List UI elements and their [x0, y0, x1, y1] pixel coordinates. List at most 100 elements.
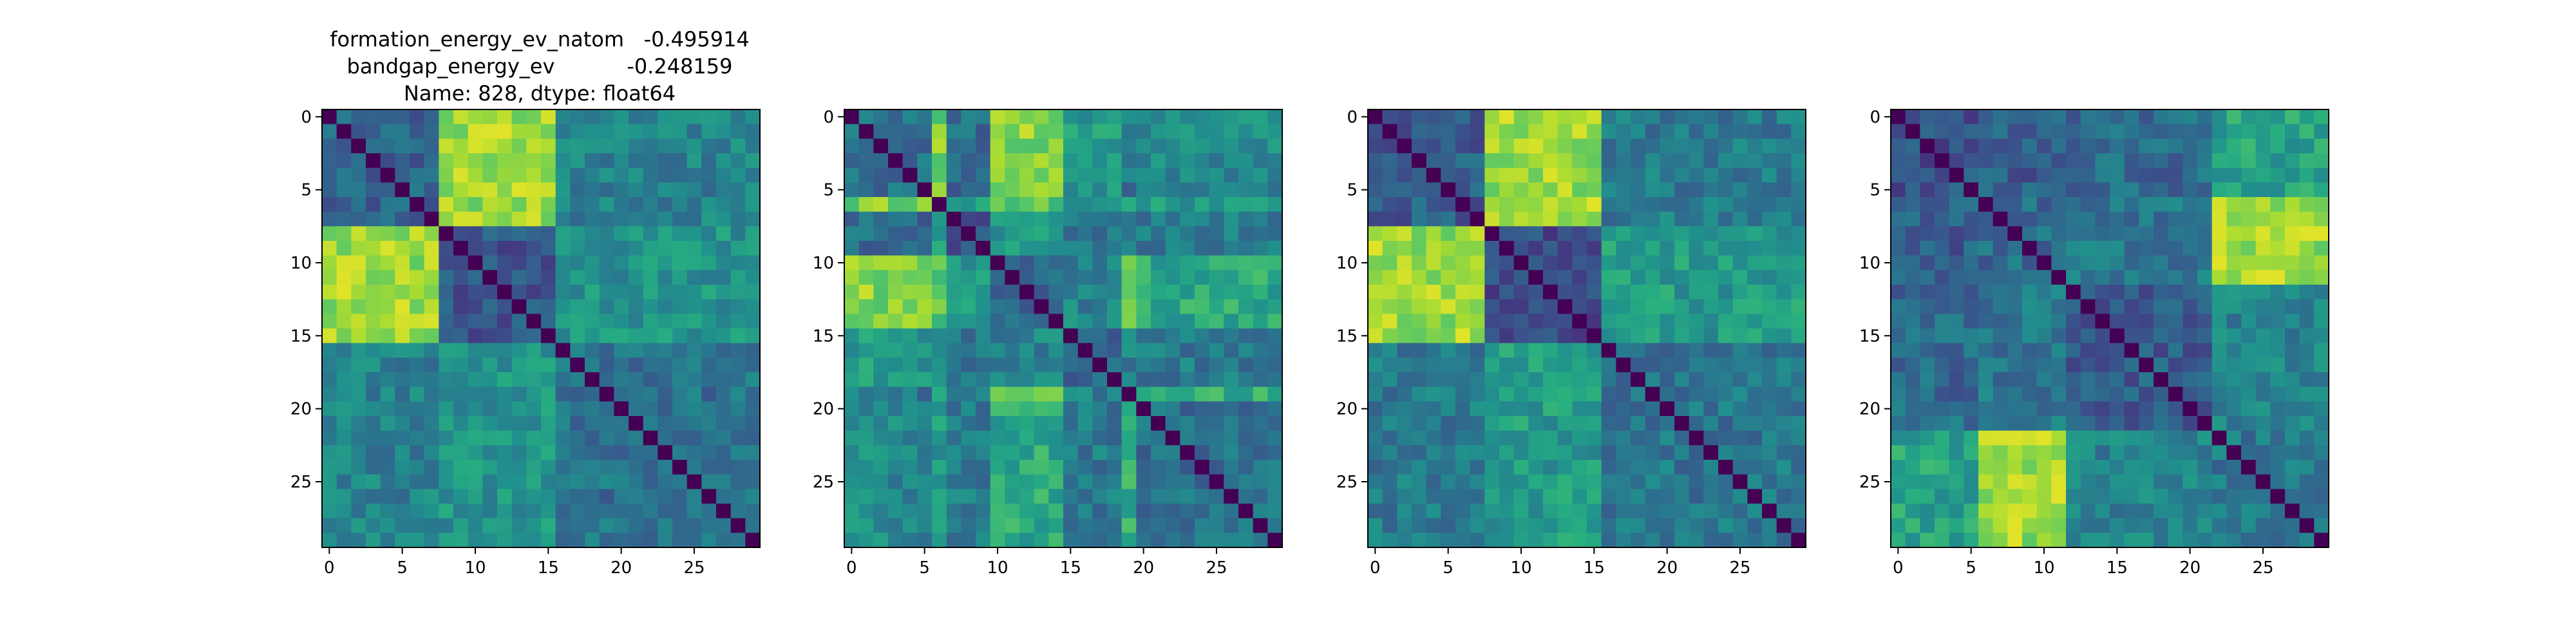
- heatmap-cell: [990, 445, 1005, 460]
- heatmap-cell: [2241, 460, 2257, 475]
- heatmap-cell: [2154, 226, 2169, 242]
- heatmap-cell: [2226, 197, 2242, 213]
- heatmap-cell: [932, 474, 947, 489]
- heatmap-cell: [1993, 211, 2008, 227]
- heatmap-cell: [1470, 343, 1485, 358]
- heatmap-cell: [1470, 255, 1485, 270]
- heatmap-cell: [1949, 328, 1964, 344]
- heatmap-cell: [932, 314, 947, 329]
- heatmap-cell: [1557, 138, 1573, 154]
- heatmap-cell: [2197, 416, 2213, 431]
- heatmap-cell: [2154, 241, 2169, 256]
- heatmap-cell: [453, 518, 469, 533]
- heatmap-cell: [2066, 109, 2081, 125]
- heatmap-cell: [2080, 138, 2096, 154]
- heatmap-cell: [1978, 489, 1994, 504]
- heatmap-cell: [1674, 357, 1690, 373]
- heatmap-cell: [1978, 504, 1994, 519]
- heatmap-cell: [961, 489, 976, 504]
- heatmap-cell: [2007, 372, 2023, 388]
- heatmap-cell: [511, 255, 527, 270]
- heatmap-cell: [439, 299, 454, 314]
- heatmap-cell: [1136, 182, 1151, 198]
- heatmap-cell: [1368, 167, 1383, 183]
- heatmap-cell: [1136, 518, 1151, 533]
- heatmap-cell: [1441, 533, 1456, 548]
- heatmap-cell: [336, 489, 352, 504]
- heatmap-cell: [2110, 504, 2125, 519]
- heatmap-cell: [2285, 445, 2300, 460]
- heatmap-cell: [1107, 299, 1122, 314]
- heatmap-cell: [1949, 299, 1964, 314]
- heatmap-cell: [439, 182, 454, 198]
- heatmap-cell: [1253, 474, 1268, 489]
- heatmap-cell: [902, 211, 918, 227]
- heatmap-cell: [716, 270, 732, 285]
- heatmap-cell: [1513, 167, 1529, 183]
- heatmap-cell: [351, 372, 366, 388]
- heatmap-cell: [1165, 357, 1180, 373]
- heatmap-cell: [902, 401, 918, 417]
- heatmap-cell: [2022, 285, 2038, 300]
- heatmap-cell: [990, 343, 1005, 358]
- heatmap-cell: [1674, 138, 1690, 154]
- heatmap-cell: [511, 226, 527, 242]
- heatmap-cell: [1224, 124, 1239, 139]
- heatmap-cell: [1732, 211, 1748, 227]
- heatmap-cell: [658, 124, 673, 139]
- heatmap-cell: [1180, 226, 1195, 242]
- heatmap-cell: [410, 504, 425, 519]
- heatmap-cell: [1949, 270, 1964, 285]
- heatmap-cell: [1601, 343, 1616, 358]
- heatmap-cell: [1121, 386, 1137, 402]
- heatmap-cell: [1689, 504, 1704, 519]
- heatmap-cell: [2270, 255, 2286, 270]
- heatmap-cell: [1426, 285, 1441, 300]
- heatmap-cell: [858, 386, 874, 402]
- heatmap-cell: [990, 241, 1005, 256]
- heatmap-cell: [1484, 328, 1500, 344]
- heatmap-cell: [2095, 343, 2110, 358]
- heatmap-cell: [570, 489, 585, 504]
- heatmap-cell: [1543, 109, 1558, 125]
- heatmap-cell: [1905, 343, 1920, 358]
- heatmap-cell: [1645, 430, 1660, 446]
- heatmap-cell: [2226, 416, 2242, 431]
- heatmap-cell: [672, 285, 688, 300]
- heatmap-cell: [511, 109, 527, 125]
- heatmap-cell: [917, 299, 933, 314]
- heatmap-cell: [1543, 153, 1558, 169]
- heatmap-cell: [961, 504, 976, 519]
- heatmap-cell: [410, 460, 425, 475]
- heatmap-cell: [976, 241, 991, 256]
- heatmap-cell: [1935, 343, 1950, 358]
- heatmap-cell: [1136, 138, 1151, 154]
- heatmap-cell: [1034, 460, 1049, 475]
- heatmap-cell: [1397, 299, 1412, 314]
- heatmap-cell: [873, 343, 889, 358]
- heatmap-cell: [687, 241, 702, 256]
- heatmap-cell: [336, 372, 352, 388]
- heatmap-cell: [2255, 226, 2271, 242]
- heatmap-cell: [1455, 533, 1471, 548]
- heatmap-cell: [629, 270, 644, 285]
- heatmap-cell: [1397, 182, 1412, 198]
- heatmap-cell: [1762, 489, 1777, 504]
- heatmap-cell: [2255, 328, 2271, 344]
- heatmap-cell: [932, 109, 947, 125]
- heatmap-cell: [961, 299, 976, 314]
- heatmap-cell: [643, 211, 658, 227]
- plot-frame: [1890, 109, 2329, 548]
- heatmap-cell: [1397, 416, 1412, 431]
- heatmap-cell: [439, 460, 454, 475]
- heatmap-cell: [1732, 255, 1748, 270]
- heatmap-cell: [1151, 197, 1166, 213]
- heatmap-cell: [2211, 401, 2227, 417]
- heatmap-cell: [2270, 430, 2286, 446]
- heatmap-cell: [2154, 138, 2169, 154]
- heatmap-cell: [1441, 518, 1456, 533]
- heatmap-cell: [2314, 197, 2329, 213]
- heatmap-cell: [932, 533, 947, 548]
- heatmap-cell: [380, 124, 395, 139]
- heatmap-cell: [555, 153, 571, 169]
